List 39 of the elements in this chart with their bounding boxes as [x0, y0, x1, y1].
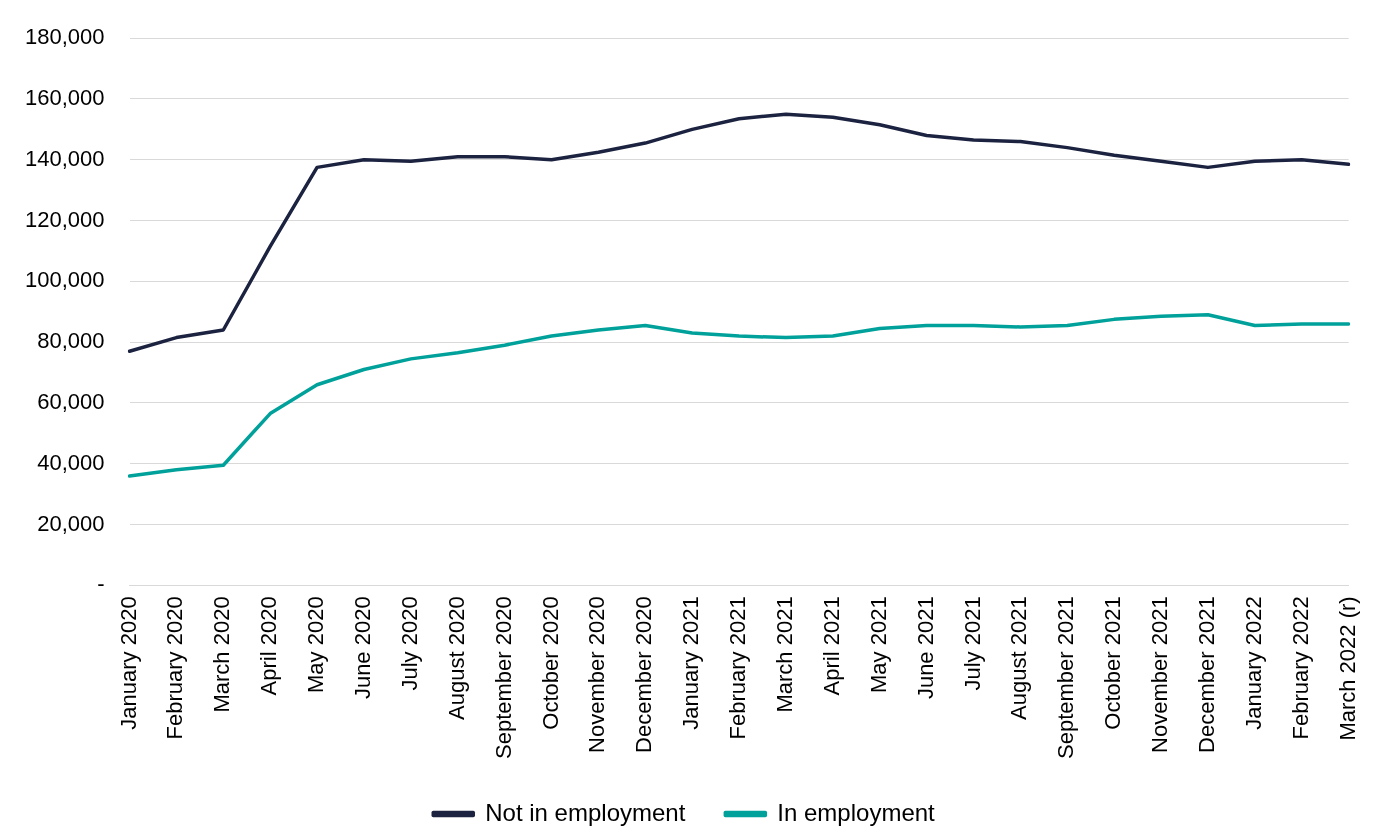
- x-tick-label: February 2021: [725, 596, 751, 740]
- x-tick-label: June 2020: [350, 596, 376, 700]
- legend-label: Not in employment: [485, 798, 686, 826]
- x-tick-label: March 2020: [209, 596, 235, 713]
- x-tick-label: October 2021: [1100, 596, 1126, 730]
- x-tick-label: May 2021: [865, 596, 891, 693]
- x-tick-label: December 2020: [631, 596, 657, 753]
- x-tick-label: November 2020: [584, 596, 610, 753]
- x-tick-label: February 2020: [162, 596, 188, 740]
- x-tick-label: July 2020: [396, 596, 422, 691]
- y-tick-label: 100,000: [24, 267, 105, 293]
- x-tick-label: March 2022 (r): [1334, 596, 1360, 741]
- x-tick-label: September 2021: [1053, 596, 1079, 759]
- x-tick-label: October 2020: [537, 596, 563, 730]
- x-tick-label: September 2020: [490, 596, 516, 759]
- y-tick-label: 180,000: [24, 24, 105, 50]
- x-tick-label: August 2020: [443, 596, 469, 720]
- x-tick-label: April 2020: [256, 596, 282, 696]
- y-tick-label: 20,000: [37, 510, 105, 536]
- y-tick-label: 40,000: [37, 449, 105, 475]
- y-tick-label: 60,000: [37, 389, 105, 415]
- x-tick-label: August 2021: [1006, 596, 1032, 720]
- x-tick-label: January 2022: [1240, 596, 1266, 730]
- x-tick-label: June 2021: [912, 596, 938, 700]
- x-tick-label: April 2021: [818, 596, 844, 696]
- x-tick-label: May 2020: [303, 596, 329, 693]
- y-tick-label: 160,000: [24, 85, 105, 111]
- x-tick-label: November 2021: [1147, 596, 1173, 753]
- x-tick-label: December 2021: [1194, 596, 1219, 753]
- x-tick-label: January 2021: [678, 596, 704, 730]
- y-tick-label: -: [97, 571, 105, 597]
- y-tick-label: 140,000: [24, 145, 105, 171]
- y-tick-label: 120,000: [24, 206, 105, 232]
- y-tick-label: 80,000: [37, 328, 105, 354]
- x-tick-label: July 2021: [959, 596, 985, 691]
- x-tick-label: January 2020: [115, 596, 141, 730]
- x-tick-label: February 2022: [1287, 596, 1313, 740]
- x-tick-label: March 2021: [772, 596, 798, 713]
- legend-label: In employment: [777, 798, 936, 826]
